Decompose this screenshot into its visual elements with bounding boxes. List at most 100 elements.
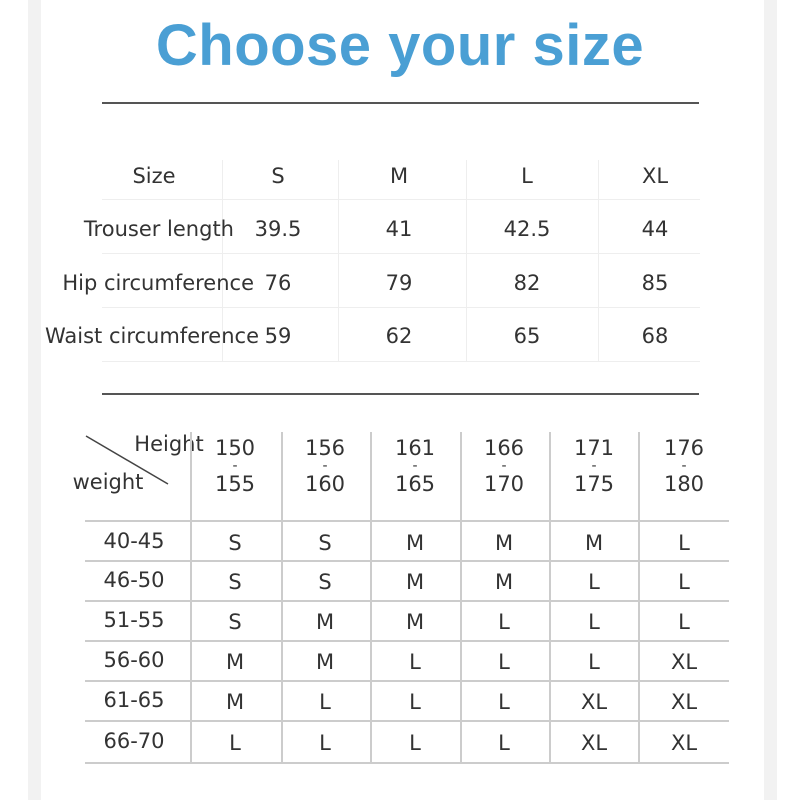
- column-divider: [338, 160, 339, 361]
- row-divider: [85, 680, 729, 682]
- measurement-value: 41: [385, 217, 413, 241]
- size-cell: M: [405, 570, 425, 594]
- row-label: Hip circumference: [62, 271, 254, 295]
- size-cell: L: [409, 650, 421, 674]
- size-cell: L: [229, 731, 241, 755]
- size-cell: L: [409, 690, 421, 714]
- page-margin-right: [764, 0, 777, 800]
- row-divider: [85, 560, 729, 562]
- row-divider: [102, 253, 700, 254]
- size-cell: S: [228, 610, 242, 634]
- row-divider: [102, 361, 700, 362]
- height-to: 180: [663, 472, 705, 496]
- column-divider: [460, 432, 462, 763]
- size-cell: M: [405, 531, 425, 555]
- height-sep: -: [412, 458, 418, 474]
- corner-height-label: Height: [134, 432, 204, 456]
- height-from: 161: [394, 436, 436, 460]
- height-range-header: 161-165: [395, 437, 435, 495]
- size-cell: L: [588, 570, 600, 594]
- size-cell: M: [405, 610, 425, 634]
- column-divider: [222, 160, 223, 361]
- weight-range-label: 61-65: [103, 688, 165, 712]
- size-cell: L: [498, 610, 510, 634]
- weight-range-label: 66-70: [103, 729, 165, 753]
- divider-top: [102, 102, 699, 104]
- row-divider: [102, 199, 700, 200]
- size-cell: M: [225, 650, 245, 674]
- column-divider: [466, 160, 467, 361]
- header-size: S: [271, 164, 285, 188]
- size-cell: L: [678, 610, 690, 634]
- measurement-value: 79: [385, 271, 413, 295]
- column-divider: [281, 432, 283, 763]
- size-cell: S: [228, 531, 242, 555]
- height-range-header: 171-175: [574, 437, 614, 495]
- size-cell: M: [584, 531, 604, 555]
- measurement-value: 44: [641, 217, 669, 241]
- size-cell: L: [498, 731, 510, 755]
- header-size: XL: [641, 164, 669, 188]
- size-cell: S: [318, 531, 332, 555]
- size-cell: L: [588, 650, 600, 674]
- measurement-value: 39.5: [254, 217, 302, 241]
- measurement-value: 68: [641, 324, 669, 348]
- weight-range-label: 51-55: [103, 608, 165, 632]
- height-range-header: 150-155: [215, 437, 255, 495]
- size-cell: L: [409, 731, 421, 755]
- measurement-value: 76: [264, 271, 292, 295]
- page-title: Choose your size: [155, 13, 645, 78]
- column-divider: [549, 432, 551, 763]
- weight-range-label: 46-50: [103, 568, 165, 592]
- height-sep: -: [591, 458, 597, 474]
- size-cell: M: [225, 690, 245, 714]
- column-divider: [190, 432, 192, 763]
- height-to: 155: [214, 472, 256, 496]
- measurement-value: 62: [385, 324, 413, 348]
- row-label: Trouser length: [83, 217, 234, 241]
- height-from: 150: [214, 436, 256, 460]
- size-cell: M: [315, 650, 335, 674]
- size-cell: L: [678, 570, 690, 594]
- height-from: 166: [483, 436, 525, 460]
- size-cell: L: [678, 531, 690, 555]
- size-cell: XL: [670, 650, 698, 674]
- size-cell: L: [319, 690, 331, 714]
- row-divider: [102, 307, 700, 308]
- row-divider: [85, 600, 729, 602]
- height-sep: -: [681, 458, 687, 474]
- size-cell: M: [494, 570, 514, 594]
- height-from: 171: [573, 436, 615, 460]
- column-divider: [370, 432, 372, 763]
- row-divider: [85, 640, 729, 642]
- measurement-value: 85: [641, 271, 669, 295]
- row-divider: [85, 520, 729, 522]
- height-sep: -: [322, 458, 328, 474]
- height-from: 176: [663, 436, 705, 460]
- row-divider: [85, 762, 729, 764]
- weight-range-label: 40-45: [103, 529, 165, 553]
- measurement-value: 59: [264, 324, 292, 348]
- size-cell: XL: [580, 690, 608, 714]
- height-sep: -: [232, 458, 238, 474]
- divider-middle: [102, 393, 699, 395]
- row-divider: [85, 720, 729, 722]
- height-to: 175: [573, 472, 615, 496]
- height-range-header: 176-180: [664, 437, 704, 495]
- measurement-value: 42.5: [503, 217, 551, 241]
- corner-weight-label: weight: [72, 470, 144, 494]
- size-cell: XL: [670, 731, 698, 755]
- height-from: 156: [304, 436, 346, 460]
- measurement-value: 82: [513, 271, 541, 295]
- height-sep: -: [501, 458, 507, 474]
- size-cell: M: [315, 610, 335, 634]
- column-divider: [598, 160, 599, 361]
- size-cell: L: [498, 650, 510, 674]
- weight-range-label: 56-60: [103, 648, 165, 672]
- size-cell: S: [318, 570, 332, 594]
- header-size: M: [389, 164, 409, 188]
- page-margin-left: [28, 0, 41, 800]
- height-to: 170: [483, 472, 525, 496]
- size-cell: L: [588, 610, 600, 634]
- row-label: Waist circumference: [44, 324, 259, 348]
